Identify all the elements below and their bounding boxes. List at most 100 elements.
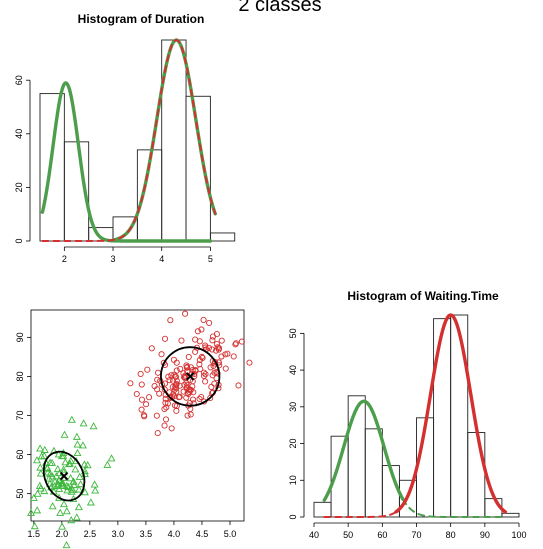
histogram-bar — [185, 95, 211, 242]
data-point — [37, 452, 46, 460]
cluster-center-mark — [185, 372, 195, 381]
data-point — [181, 374, 188, 381]
data-point — [43, 468, 52, 476]
x-tick-label: 2.0 — [56, 529, 69, 539]
covariance-ellipse — [160, 346, 221, 407]
histogram-bar — [347, 395, 366, 518]
x-tick-label: 40 — [309, 530, 319, 540]
data-point — [29, 493, 38, 501]
y-tick-label: 80 — [15, 371, 25, 381]
data-point — [46, 458, 55, 466]
data-point — [68, 485, 77, 494]
data-point — [36, 484, 45, 492]
data-point — [161, 405, 168, 413]
data-point — [58, 480, 67, 488]
data-point — [59, 499, 68, 508]
data-point — [138, 406, 145, 413]
density-curve — [401, 498, 507, 518]
x-tick-label: 50 — [343, 530, 353, 540]
figure-title: 2 classes — [238, 0, 321, 16]
data-point — [73, 440, 82, 448]
data-point — [222, 351, 229, 358]
data-point — [202, 378, 209, 385]
data-point — [89, 422, 98, 430]
x-tick-label: 70 — [411, 530, 421, 540]
data-point — [211, 380, 218, 387]
histogram-bar — [39, 93, 65, 242]
y-tick-label: 20 — [14, 182, 24, 192]
data-point — [153, 412, 160, 419]
data-point — [200, 316, 207, 323]
data-point — [62, 540, 71, 549]
data-point — [218, 337, 225, 344]
data-point — [56, 508, 65, 516]
x-tick-label: 80 — [446, 530, 456, 540]
data-point — [154, 376, 161, 383]
data-point — [183, 362, 190, 369]
data-point — [69, 477, 78, 485]
data-point — [86, 498, 95, 506]
data-point — [58, 522, 67, 530]
data-point — [198, 393, 205, 401]
data-point — [187, 411, 194, 418]
data-point — [202, 344, 209, 351]
data-point — [167, 317, 174, 324]
x-tick-label: 3.5 — [140, 529, 153, 539]
data-point — [90, 480, 99, 488]
waiting-histogram: Histogram of Waiting.Time 40 50 60 70 80 90 10… — [288, 289, 527, 540]
plot-frame — [30, 309, 245, 522]
data-point — [162, 399, 169, 406]
data-point — [173, 407, 180, 414]
x-tick-label: 5 — [208, 254, 213, 264]
y-tick-label: 90 — [15, 332, 25, 342]
data-point — [185, 353, 192, 360]
data-point — [61, 458, 70, 466]
histogram-bar — [433, 318, 452, 518]
data-point — [48, 502, 57, 510]
x-tick-label: 1.5 — [28, 529, 41, 539]
data-point — [183, 394, 190, 401]
data-point — [46, 469, 55, 477]
data-point — [33, 489, 42, 497]
x-tick-label: 4.5 — [196, 529, 209, 539]
data-point — [54, 450, 63, 458]
histogram-bar — [313, 501, 332, 518]
data-point — [138, 381, 145, 388]
data-point — [162, 416, 170, 423]
data-point — [72, 432, 81, 440]
data-point — [186, 389, 193, 396]
data-point — [208, 383, 215, 391]
data-point — [161, 335, 169, 342]
histogram-bar — [450, 314, 469, 518]
data-point — [172, 373, 180, 380]
cluster-center-mark — [59, 471, 69, 481]
x-tick-label: 3 — [111, 254, 116, 264]
data-point — [173, 388, 180, 395]
data-point — [80, 488, 89, 496]
data-point — [127, 380, 134, 387]
data-point — [176, 393, 183, 400]
data-point — [196, 361, 203, 368]
y-tick-label: 40 — [288, 365, 298, 375]
data-point — [198, 353, 205, 360]
data-point — [151, 383, 158, 390]
data-point — [233, 340, 240, 347]
data-point — [67, 415, 76, 423]
data-point — [33, 506, 42, 514]
x-tick-label: 60 — [377, 530, 387, 540]
x-tick-label: 100 — [511, 530, 526, 540]
data-point — [184, 412, 191, 419]
data-point — [146, 394, 153, 401]
data-point — [206, 319, 213, 326]
x-tick-label: 4.0 — [168, 529, 181, 539]
data-point — [40, 445, 49, 453]
data-point — [55, 476, 64, 484]
histogram-bar — [364, 428, 383, 518]
density-curve — [111, 38, 217, 242]
duration-histogram-title: Histogram of Duration — [78, 12, 205, 26]
x-tick-label: 3.0 — [112, 529, 125, 539]
data-point — [75, 472, 84, 480]
x-tick-label: 90 — [480, 530, 490, 540]
data-point — [184, 384, 191, 391]
x-tick-label: 5.0 — [224, 529, 237, 539]
